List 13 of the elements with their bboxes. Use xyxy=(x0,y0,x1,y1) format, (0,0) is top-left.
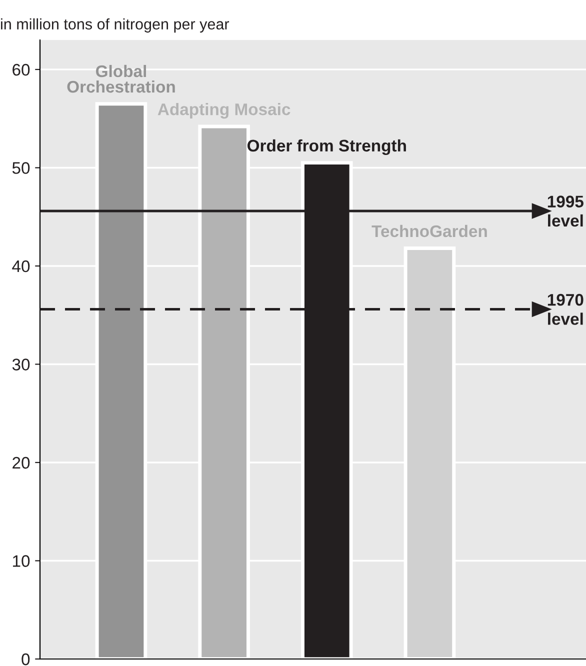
y-tick-label: 0 xyxy=(22,653,30,666)
y-tick-label: 50 xyxy=(12,162,30,174)
y-tick-label: 60 xyxy=(12,64,30,76)
ref-line-label: 1970 level xyxy=(548,294,584,325)
x-tick-label: TechnoGarden xyxy=(372,224,487,238)
y-axis-title: in million tons of nitrogen per year xyxy=(1,18,230,33)
x-tick-label: Order from Strength xyxy=(247,139,406,155)
y-tick-label: 10 xyxy=(13,555,30,567)
x-tick-label: Global Orchestration xyxy=(67,64,175,93)
y-tick-label: 40 xyxy=(12,260,30,272)
ref-line-label: 1995 level xyxy=(548,196,584,227)
y-tick-label: 30 xyxy=(12,358,30,370)
y-tick-label: 20 xyxy=(12,456,30,469)
